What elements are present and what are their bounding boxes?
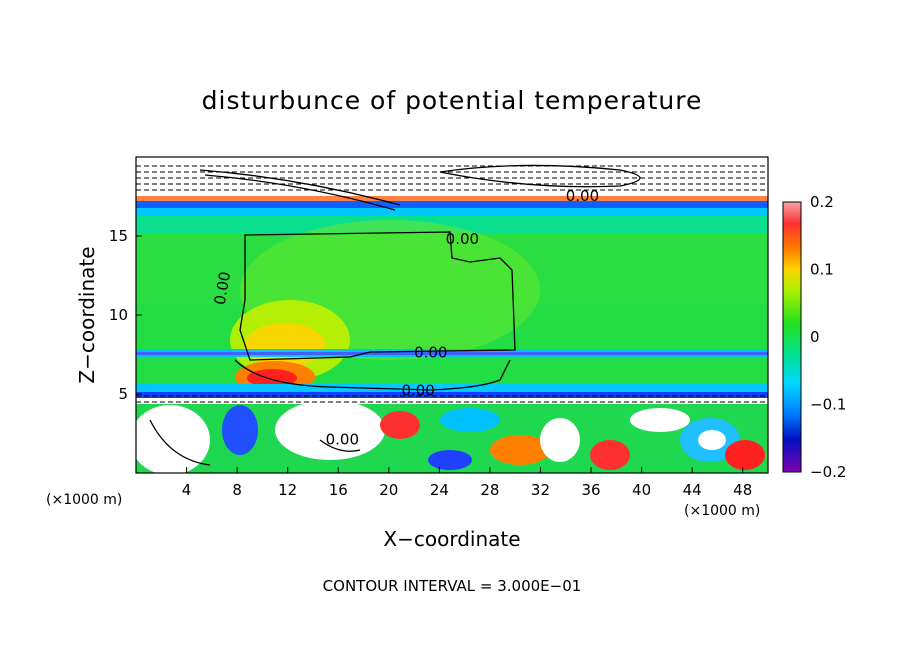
x-tick-label: 28 — [480, 481, 499, 499]
x-axis-label: X−coordinate — [383, 527, 520, 551]
y-tick-label: 15 — [109, 227, 128, 245]
x-tick-label: 48 — [733, 481, 752, 499]
contour-label: 0.00 — [211, 270, 235, 306]
colorbar — [782, 201, 802, 473]
heatmap-field — [136, 157, 768, 473]
contour-label: 0.00 — [326, 431, 359, 449]
colorbar-ticks: 0.2 0.1 0 −0.1 −0.2 — [810, 193, 846, 481]
x-tick-label: 4 — [182, 481, 192, 499]
y-axis-ticks: 5 10 15 — [109, 227, 142, 403]
contour-label: 0.00 — [446, 230, 479, 248]
colorbar-tick-label: 0 — [810, 328, 820, 346]
y-tick-label: 5 — [118, 385, 128, 403]
chart-title: disturbunce of potential temperature — [201, 86, 703, 115]
x-tick-label: 16 — [329, 481, 348, 499]
x-tick-label: 8 — [232, 481, 242, 499]
contour-interval-text: CONTOUR INTERVAL = 3.000E−01 — [322, 577, 582, 595]
colorbar-tick-label: 0.2 — [810, 193, 834, 211]
colorbar-tick-label: −0.2 — [810, 463, 846, 481]
x-axis-ticks: 4 8 12 16 20 24 28 32 36 40 44 48 — [182, 467, 752, 499]
x-tick-label: 12 — [278, 481, 297, 499]
contour-label: 0.00 — [566, 187, 599, 205]
x-unit-label: (×1000 m) — [46, 492, 123, 508]
x-unit-label-right: (×1000 m) — [684, 503, 761, 519]
colorbar-tick-label: 0.1 — [810, 261, 834, 279]
contour-label: 0.00 — [414, 344, 447, 362]
x-tick-label: 20 — [379, 481, 398, 499]
x-tick-label: 44 — [683, 481, 702, 499]
x-tick-label: 24 — [430, 481, 449, 499]
colorbar-tick-label: −0.1 — [810, 396, 846, 414]
y-axis-label: Z−coordinate — [75, 246, 99, 383]
x-tick-label: 40 — [632, 481, 651, 499]
y-tick-label: 10 — [109, 306, 128, 324]
x-tick-label: 32 — [531, 481, 550, 499]
contour-label: 0.00 — [401, 382, 434, 400]
contour-labels: 0.00 0.00 0.00 0.00 0.00 0.00 — [211, 187, 599, 448]
x-tick-label: 36 — [581, 481, 600, 499]
